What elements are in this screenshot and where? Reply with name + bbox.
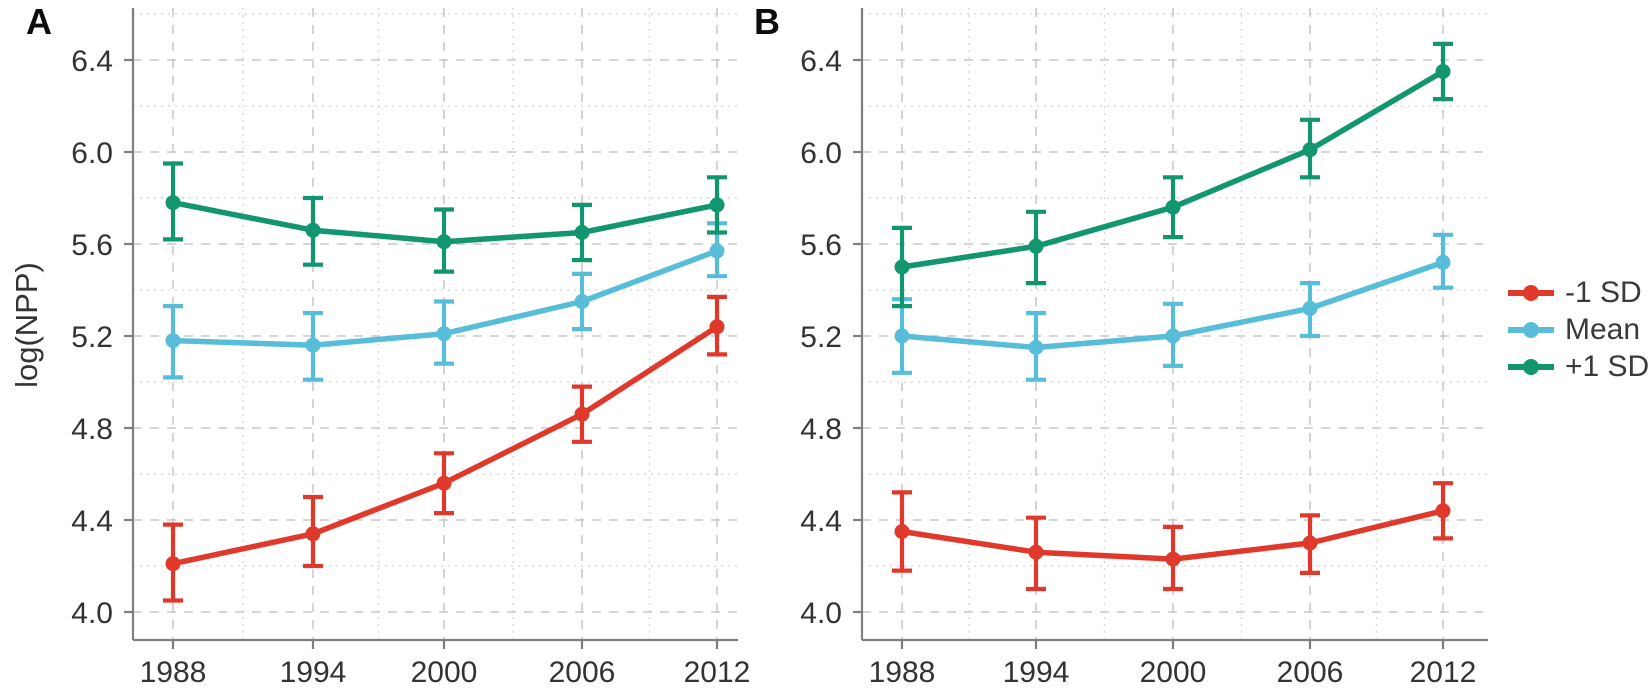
x-tick-label: 1988 — [869, 656, 936, 689]
data-point — [165, 333, 181, 349]
x-tick-label: 2000 — [411, 656, 478, 689]
data-point — [1028, 238, 1044, 254]
data-point — [305, 526, 321, 542]
data-point — [894, 524, 910, 539]
panel-b-label: B — [754, 1, 780, 42]
x-tick-label: 2012 — [684, 656, 750, 689]
data-point — [305, 337, 321, 353]
x-tick-label: 2000 — [1140, 656, 1207, 689]
y-tick-label: 5.2 — [71, 321, 113, 354]
data-point — [1435, 64, 1451, 79]
y-tick-label: 6.4 — [71, 45, 113, 78]
x-tick-label: 1994 — [1003, 656, 1070, 689]
data-point — [1435, 254, 1451, 270]
legend: -1 SD Mean +1 SD — [1506, 274, 1649, 385]
minus1sd-line-icon — [1508, 284, 1554, 301]
data-point — [436, 326, 452, 342]
y-tick-label: 6.0 — [800, 137, 842, 170]
y-tick-label: 6.0 — [71, 137, 113, 170]
data-point — [1028, 340, 1044, 355]
legend-label-plus1sd: +1 SD — [1565, 349, 1650, 383]
data-point — [305, 222, 321, 238]
data-point — [709, 197, 725, 213]
data-point — [1028, 544, 1044, 560]
y-tick-label: 4.8 — [71, 413, 113, 446]
mean-line-icon — [1508, 321, 1554, 338]
panel-a-chart: 4.0 4.4 4.8 5.2 5.6 6.0 6.4 1988 1994 2000 2006 201… — [71, 8, 750, 689]
data-point — [1165, 199, 1181, 215]
y-tick-label: 4.0 — [800, 597, 842, 630]
panel-a-label: A — [26, 1, 52, 42]
panel-b-chart: 4.0 4.4 4.8 5.2 5.6 6.0 6.4 1988 1994 2000 2006 201… — [800, 8, 1488, 689]
legend-item-plus1sd: +1 SD — [1506, 348, 1649, 385]
data-point — [574, 225, 590, 240]
data-point — [1435, 503, 1451, 519]
data-point — [165, 195, 181, 211]
data-point — [894, 328, 910, 344]
data-point — [894, 259, 910, 275]
y-axis-title: log(NPP) — [9, 262, 44, 388]
legend-item-minus1sd: -1 SD — [1506, 274, 1649, 311]
plus1sd-line-icon — [1508, 358, 1554, 375]
data-point — [165, 556, 181, 572]
data-point — [436, 234, 452, 250]
data-point — [1302, 142, 1318, 158]
data-point — [1302, 535, 1318, 551]
data-point — [709, 243, 725, 259]
x-tick-label: 2006 — [1277, 656, 1344, 689]
x-tick-label: 2006 — [549, 656, 616, 689]
data-point — [574, 294, 590, 309]
data-point — [1165, 551, 1181, 567]
data-point — [436, 475, 452, 491]
y-tick-label: 4.0 — [71, 597, 113, 630]
legend-item-mean: Mean — [1506, 311, 1649, 348]
legend-label-mean: Mean — [1565, 312, 1641, 346]
x-tick-label: 2012 — [1410, 656, 1477, 689]
data-point — [1165, 328, 1181, 344]
x-tick-label: 1988 — [140, 656, 207, 689]
legend-label-minus1sd: -1 SD — [1565, 275, 1642, 309]
data-point — [1302, 300, 1318, 316]
y-tick-label: 4.4 — [71, 505, 113, 538]
data-point — [574, 406, 590, 422]
data-point — [709, 319, 725, 335]
y-tick-label: 4.8 — [800, 413, 842, 446]
y-tick-label: 6.4 — [800, 45, 842, 78]
y-tick-label: 5.6 — [800, 229, 842, 262]
x-tick-label: 1994 — [280, 656, 347, 689]
y-tick-label: 5.2 — [800, 321, 842, 354]
y-tick-label: 4.4 — [800, 505, 842, 538]
y-tick-label: 5.6 — [71, 229, 113, 262]
